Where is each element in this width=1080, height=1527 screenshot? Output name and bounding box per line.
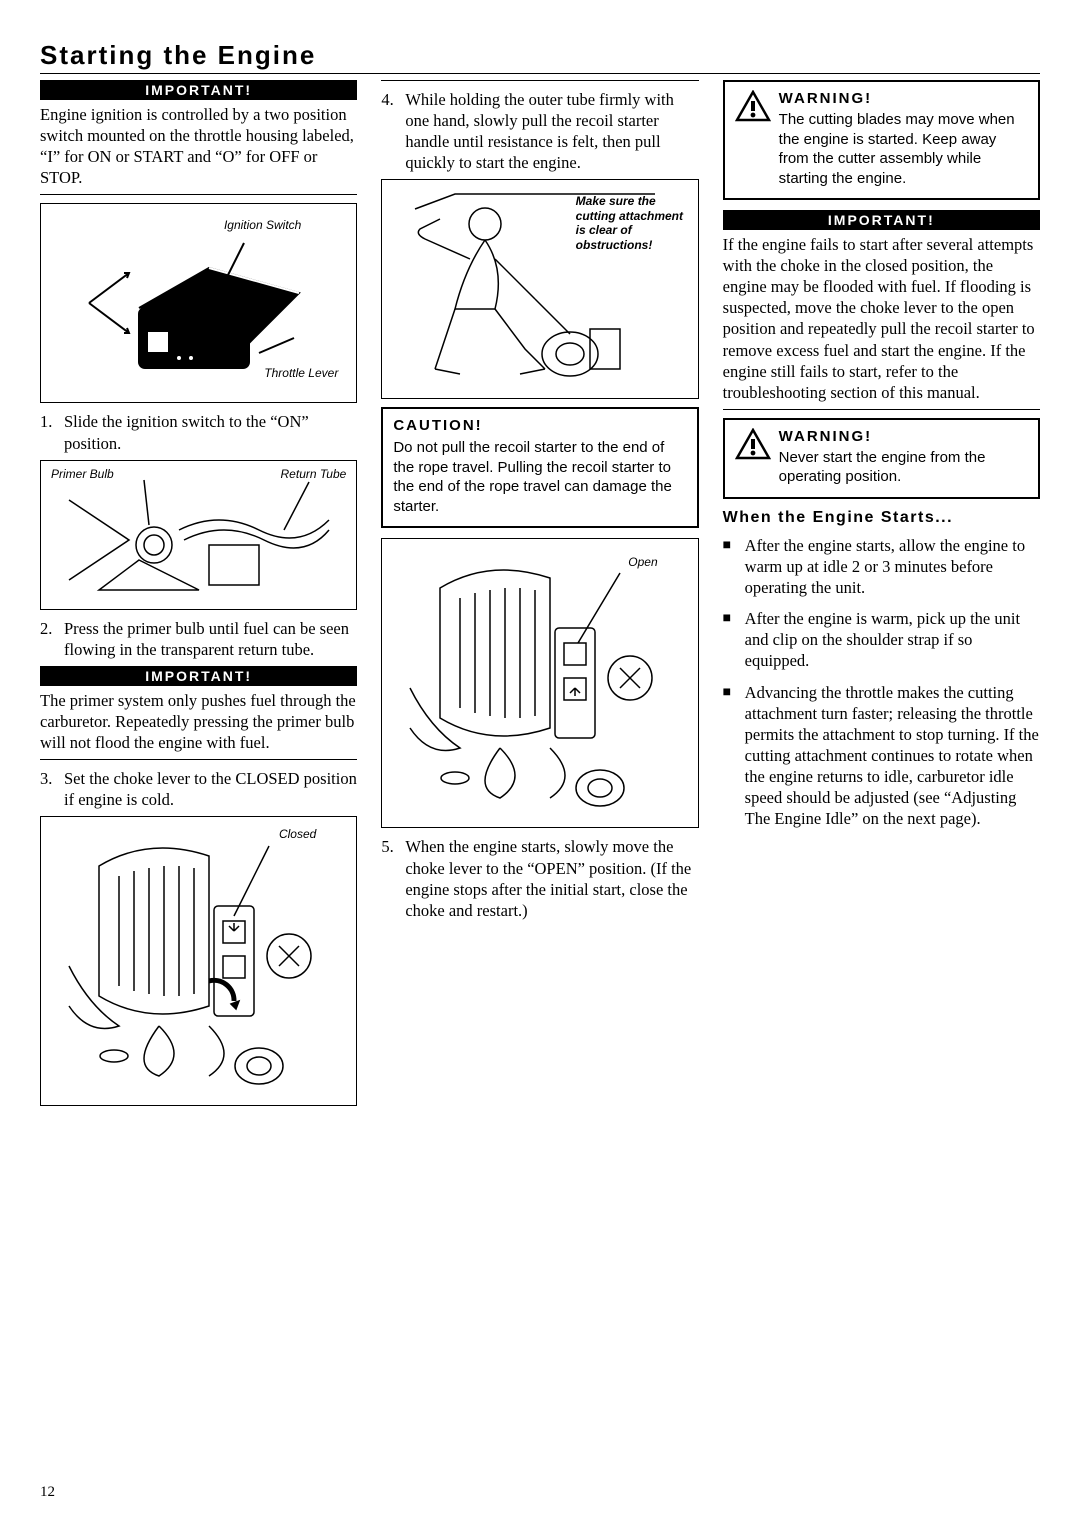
bullet-3: ■ Advancing the throttle makes the cutti… [723,682,1040,830]
column-3: WARNING! The cutting blades may move whe… [723,80,1040,1114]
step-1: 1. Slide the ignition switch to the “ON”… [40,411,357,453]
important-bar-3: IMPORTANT! [723,210,1040,230]
important-3-text: If the engine fails to start after sever… [723,234,1040,403]
label-primer: Primer Bulb [51,467,114,481]
step-4-num: 4. [381,89,405,173]
caution-title: CAUTION! [393,417,686,434]
step-3-text: Set the choke lever to the CLOSED positi… [64,768,357,810]
step-1-text: Slide the ignition switch to the “ON” po… [64,411,357,453]
warning-icon [735,428,771,460]
important-bar-1: IMPORTANT! [40,80,357,100]
important-2-text: The primer system only pushes fuel throu… [40,690,357,753]
label-ignition: Ignition Switch [224,218,301,232]
figure-choke-closed: Closed [40,816,357,1106]
title-rule [40,73,1040,74]
primer-diagram [59,470,339,600]
bullet-2-text: After the engine is warm, pick up the un… [745,608,1040,671]
figure-primer-bulb: Primer Bulb Return Tube [40,460,357,610]
page-title: Starting the Engine [40,40,1040,71]
rule-3 [723,409,1040,410]
step-4-text: While holding the outer tube firmly with… [405,89,698,173]
step-5-num: 5. [381,836,405,920]
column-1: IMPORTANT! Engine ignition is controlled… [40,80,357,1114]
figure-ignition-switch: Ignition Switch Throttle Lever [40,203,357,403]
bullet-3-text: Advancing the throttle makes the cutting… [745,682,1040,830]
step-5: 5. When the engine starts, slowly move t… [381,836,698,920]
intro-text: Engine ignition is controlled by a two p… [40,104,357,188]
step-5-text: When the engine starts, slowly move the … [405,836,698,920]
figure-choke-open: Open [381,538,698,828]
step-2-num: 2. [40,618,64,660]
rule-c2-top [381,80,698,81]
step-4: 4. While holding the outer tube firmly w… [381,89,698,173]
columns: IMPORTANT! Engine ignition is controlled… [40,80,1040,1114]
warning-box-2: WARNING! Never start the engine from the… [723,418,1040,499]
label-clear: Make sure the cutting attachment is clea… [576,194,686,252]
step-2: 2. Press the primer bulb until fuel can … [40,618,357,660]
figure-pull-starter: Make sure the cutting attachment is clea… [381,179,698,399]
rule-2 [40,759,357,760]
caution-body: Do not pull the recoil starter to the en… [393,438,686,516]
choke-open-diagram [400,548,680,818]
warning-2-body: Never start the engine from the operatin… [779,449,986,486]
step-1-num: 1. [40,411,64,453]
column-2: 4. While holding the outer tube firmly w… [381,80,698,1114]
rule-1 [40,194,357,195]
step-3-num: 3. [40,768,64,810]
label-open: Open [628,555,657,569]
bullet-2: ■ After the engine is warm, pick up the … [723,608,1040,671]
choke-closed-diagram [59,826,339,1096]
label-closed: Closed [279,827,316,841]
bullet-mark: ■ [723,535,745,598]
bullet-mark: ■ [723,608,745,671]
warning-icon [735,90,771,122]
important-bar-2: IMPORTANT! [40,666,357,686]
label-return: Return Tube [281,467,347,481]
page-number: 12 [40,1484,55,1501]
warning-1-title: WARNING! [779,90,873,107]
bullet-1: ■ After the engine starts, allow the eng… [723,535,1040,598]
bullet-1-text: After the engine starts, allow the engin… [745,535,1040,598]
step-2-text: Press the primer bulb until fuel can be … [64,618,357,660]
warning-2-title: WARNING! [779,428,873,445]
bullet-mark: ■ [723,682,745,830]
warning-1-body: The cutting blades may move when the eng… [779,111,1015,187]
label-throttle: Throttle Lever [264,366,338,380]
step-3: 3. Set the choke lever to the CLOSED pos… [40,768,357,810]
caution-box: CAUTION! Do not pull the recoil starter … [381,407,698,528]
warning-box-1: WARNING! The cutting blades may move whe… [723,80,1040,200]
subheading-when-starts: When the Engine Starts... [723,509,1040,527]
